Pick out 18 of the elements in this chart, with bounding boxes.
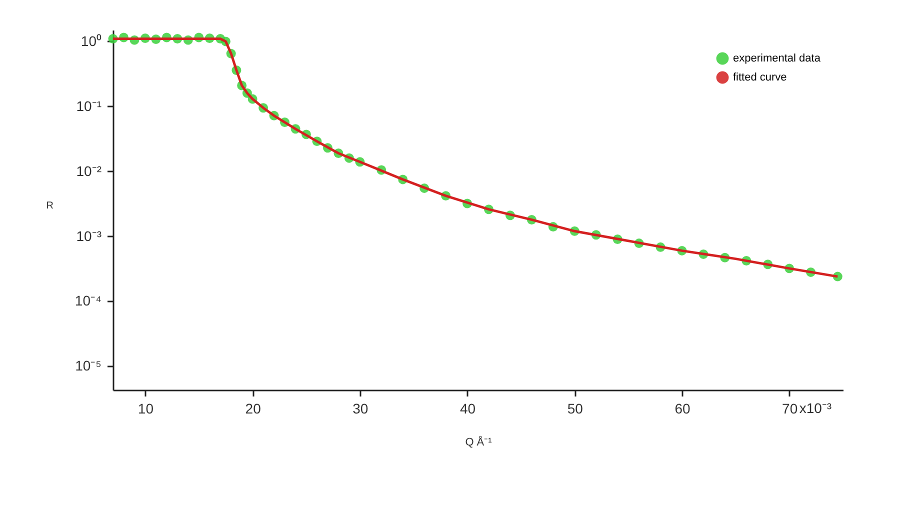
y-tick-label: 10⁻²	[76, 162, 102, 179]
x-axis-title: Q Å⁻¹	[465, 436, 492, 448]
x-tick-label: 10	[138, 400, 154, 416]
x-tick-label: 20	[245, 400, 262, 416]
x-tick-label: 50	[567, 400, 584, 416]
y-tick-label: 10⁻³	[76, 228, 102, 244]
x-tick-label: 40	[460, 400, 476, 416]
text: x10⁻³	[799, 400, 832, 416]
legend-label: experimental data	[733, 52, 822, 64]
x-tick-label: 70	[782, 400, 798, 416]
y-tick-label: 10⁻⁵	[75, 358, 102, 374]
x-tick-label: 30	[352, 400, 368, 416]
y-axis-title: R	[46, 200, 54, 212]
y-tick-label: 10⁰	[80, 32, 102, 49]
y-tick-label: 10⁻⁴	[74, 292, 102, 309]
legend-label: fitted curve	[733, 72, 787, 84]
y-tick-label: 10⁻¹	[76, 98, 102, 114]
x-tick-label: 60	[674, 400, 690, 416]
